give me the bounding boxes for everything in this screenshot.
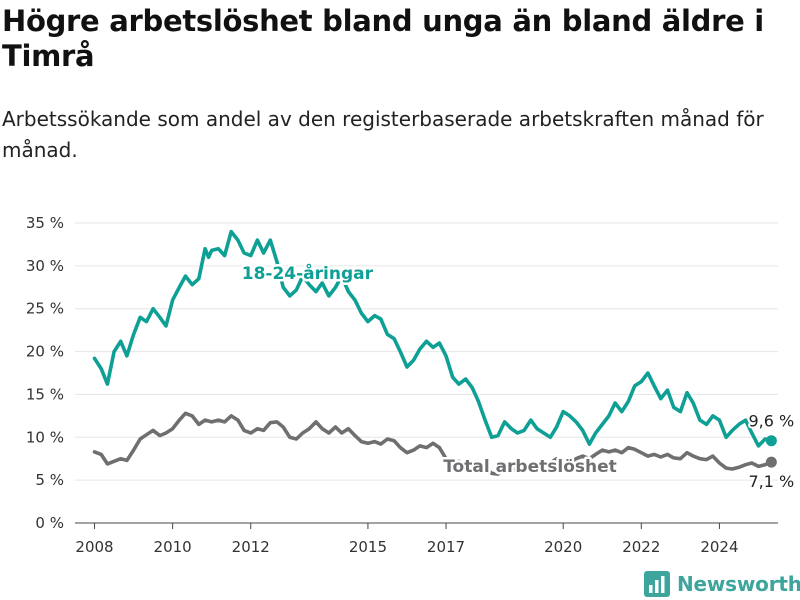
- x-tick-label: 2015: [349, 538, 387, 556]
- y-tick-label: 25 %: [26, 300, 64, 318]
- chart-labels: 18-24-åringar Total arbetslöshet 9,6 % 7,1 …: [239, 260, 796, 494]
- x-tick-label: 2022: [622, 538, 660, 556]
- y-tick-label: 30 %: [26, 257, 64, 275]
- x-tick-label: 2020: [544, 538, 582, 556]
- x-tick-label: 2012: [232, 538, 270, 556]
- youth-end-point: [765, 435, 777, 447]
- page-title: Högre arbetslöshet bland unga än bland ä…: [2, 4, 764, 73]
- total-series-line: [92, 411, 774, 476]
- newsworthy-logo: Newsworthy: [644, 570, 800, 598]
- x-axis: 2008 2010 2012 2015 2017 2020 2022 2024: [75, 522, 778, 556]
- x-tick-label: 2008: [75, 538, 113, 556]
- total-end-value-label: 7,1 %: [748, 472, 794, 491]
- total-series-label: Total arbetslöshet: [443, 457, 617, 477]
- youth-series-label: 18-24-åringar: [242, 262, 374, 284]
- y-tick-label: 15 %: [26, 385, 64, 403]
- chart-grid: [75, 222, 778, 524]
- y-tick-label: 20 %: [26, 343, 64, 361]
- y-tick-label: 5 %: [35, 471, 64, 489]
- x-tick-label: 2017: [427, 538, 465, 556]
- y-tick-label: 10 %: [26, 428, 64, 446]
- y-tick-label: 0 %: [35, 514, 64, 532]
- total-end-point: [765, 456, 777, 468]
- youth-end-value-label: 9,6 %: [748, 412, 794, 431]
- brand-name: Newsworthy: [677, 572, 800, 596]
- page-subtitle: Arbetssökande som andel av den registerb…: [2, 107, 764, 162]
- chart-lines: [92, 229, 777, 476]
- youth-series-line: [92, 229, 774, 448]
- x-tick-label: 2024: [700, 538, 738, 556]
- bar-chart-logo-icon: [644, 571, 670, 597]
- y-tick-label: 35 %: [26, 214, 64, 232]
- y-axis: 0 % 5 % 10 % 15 % 20 % 25 % 30 % 35 %: [26, 214, 64, 532]
- x-tick-label: 2010: [154, 538, 192, 556]
